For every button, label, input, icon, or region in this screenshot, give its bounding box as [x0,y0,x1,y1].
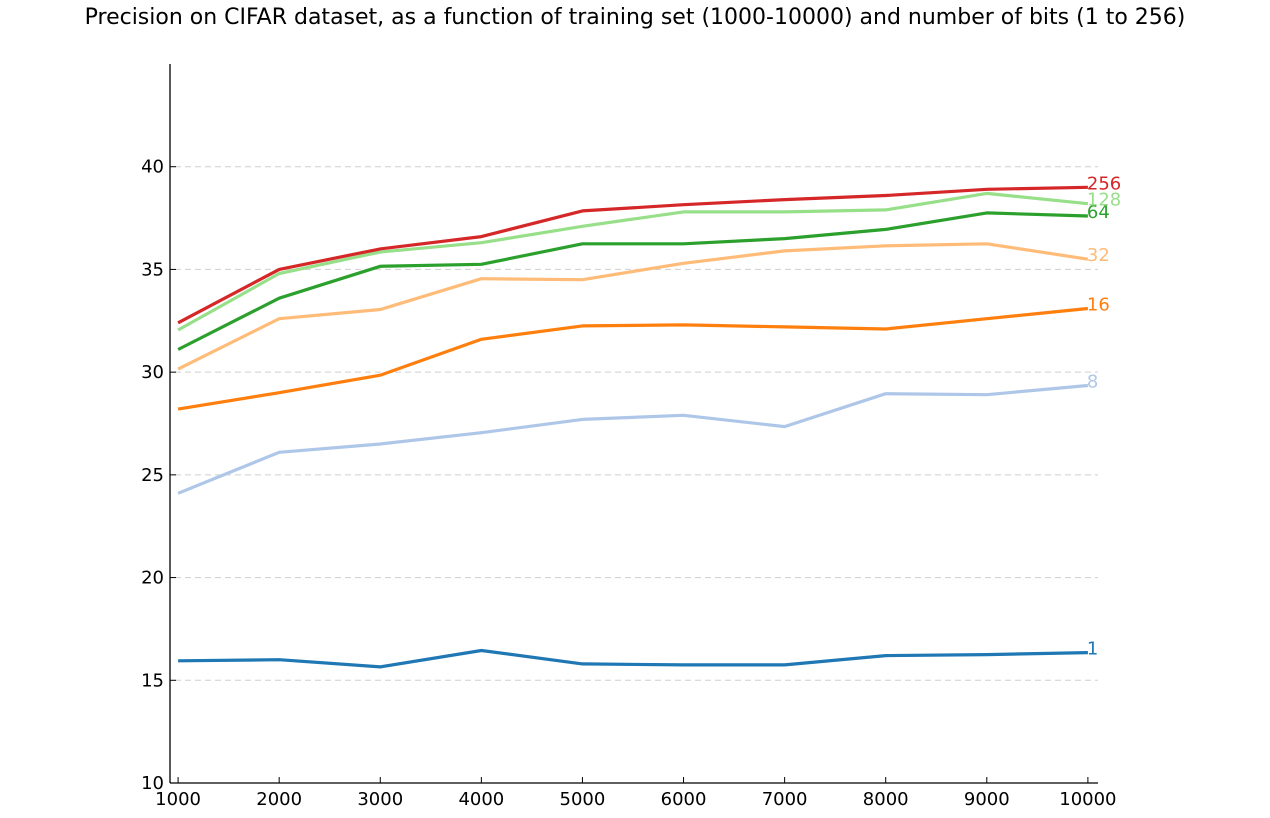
x-tick-label-3000: 3000 [357,789,403,810]
series-line-64 [177,211,1088,351]
x-tick-label-1000: 1000 [155,789,201,810]
x-tick-label-2000: 2000 [256,789,302,810]
series-line-8 [177,383,1089,495]
y-tick-label-40: 40 [141,157,164,178]
y-tick-label-20: 20 [141,568,164,589]
series-line-1 [178,648,1088,669]
series-line-16 [177,306,1089,411]
series-label-256: 256 [1087,173,1121,194]
y-tick-label-35: 35 [141,259,164,280]
x-tick-label-7000: 7000 [762,789,808,810]
x-tick-label-9000: 9000 [964,789,1010,810]
x-tick-label-8000: 8000 [863,789,909,810]
series-label-64: 64 [1087,202,1110,223]
series-label-1: 1 [1087,639,1098,660]
x-tick-label-6000: 6000 [661,789,707,810]
series-line-32 [177,242,1089,371]
series-label-128: 128 [1087,190,1121,211]
x-tick-label-10000: 10000 [1059,789,1116,810]
y-tick-label-30: 30 [141,362,164,383]
y-tick-label-25: 25 [141,465,164,486]
chart-title: Precision on CIFAR dataset, as a functio… [84,5,1186,30]
x-tick-label-4000: 4000 [458,789,504,810]
series-label-8: 8 [1087,371,1098,392]
y-tick-label-15: 15 [141,670,164,691]
tick-labels: 10 15 20 25 30 35 40 1000 2000 3000 4000 5000 6000 70… [141,157,1116,810]
x-tick-label-5000: 5000 [560,789,606,810]
series-lines [177,185,1089,669]
series-label-32: 32 [1087,245,1110,266]
series-line-256 [177,185,1088,325]
y-tick-label-10: 10 [141,773,164,794]
axes [169,64,1098,784]
series-label-16: 16 [1087,294,1110,315]
series-line-128 [177,191,1089,332]
